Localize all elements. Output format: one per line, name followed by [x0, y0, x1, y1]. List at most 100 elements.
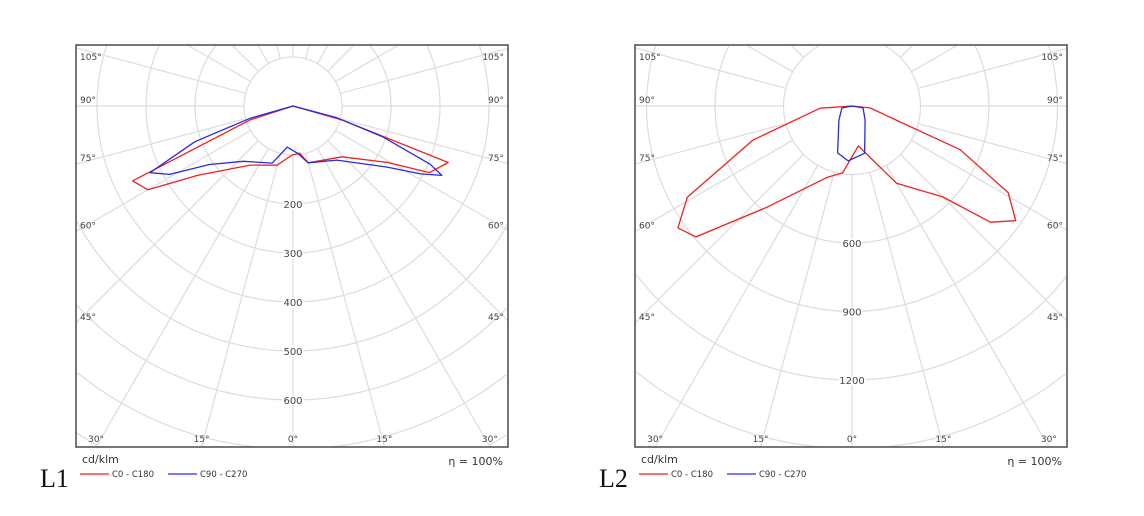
angle-label-left: 45°: [639, 313, 655, 323]
ring-gridline: [635, 274, 853, 381]
legend-label: C90 - C270: [200, 470, 247, 480]
legend-label: C0 - C180: [112, 470, 154, 480]
chart-frame: [75, 44, 509, 448]
ring-label: 300: [283, 249, 302, 260]
series-curve-c0-c180: [132, 105, 449, 191]
radial-gridline: [918, 47, 1068, 89]
radial-gridline: [340, 47, 509, 94]
angle-label-bottom: 15°: [194, 435, 210, 445]
radial-gridline: [910, 44, 959, 73]
ring-gridline: [75, 304, 293, 401]
polar-chart-l2: 600 900 1200 105° 105° 90° 90° 75° 75° 60° 60° 45° 4…: [599, 44, 1068, 493]
unit-label: cd/klm: [641, 453, 678, 466]
radial-gridline: [634, 139, 794, 232]
ring-gridline: [293, 45, 392, 205]
ring-gridline: [852, 45, 990, 244]
angle-label-left: 105°: [639, 53, 661, 63]
radial-gridline: [187, 44, 251, 83]
unit-label: cd/klm: [82, 453, 119, 466]
ring-gridline: [488, 434, 507, 447]
ring-gridline: [636, 371, 820, 448]
ring-gridline: [884, 373, 1066, 448]
ring-label: 900: [842, 307, 861, 318]
legend-label: C90 - C270: [759, 470, 806, 480]
ring-gridline: [331, 373, 507, 448]
radial-gridline: [257, 44, 270, 64]
radial-gridline: [899, 44, 914, 59]
angle-label-right: 90°: [1047, 96, 1063, 106]
radial-gridline: [231, 44, 259, 72]
ring-label: 500: [283, 347, 302, 358]
angle-label-bottom: 15°: [376, 435, 392, 445]
radial-gridline: [654, 164, 819, 448]
radial-gridline: [634, 153, 805, 324]
ring-gridline: [293, 307, 507, 401]
radial-gridline: [327, 140, 509, 322]
panel-label: L1: [40, 464, 69, 493]
ring-gridline: [851, 276, 1067, 381]
ring-gridline: [852, 44, 922, 176]
legend-label: C0 - C180: [671, 470, 713, 480]
radial-gridline: [885, 164, 1050, 448]
angle-label-bottom: 0°: [847, 435, 857, 445]
ring-gridline: [293, 224, 508, 352]
ring-gridline: [293, 44, 441, 254]
angle-label-bottom: 15°: [753, 435, 769, 445]
radial-gridline: [910, 139, 1068, 231]
angle-label-right: 75°: [1047, 154, 1063, 164]
angle-label-right: 105°: [482, 53, 504, 63]
radial-gridline: [276, 44, 281, 59]
radial-gridline: [75, 47, 246, 94]
angle-label-left: 60°: [80, 221, 96, 231]
angle-label-left: 105°: [80, 53, 102, 63]
ring-gridline: [76, 220, 293, 352]
radial-gridline: [316, 44, 329, 64]
radial-gridline: [305, 44, 310, 59]
angle-label-left: 90°: [80, 96, 96, 106]
angle-label-right: 60°: [488, 221, 504, 231]
radial-gridline: [745, 44, 794, 73]
angle-label-bottom: 30°: [1041, 435, 1057, 445]
ring-gridline: [645, 45, 852, 313]
angle-label-right: 45°: [1047, 313, 1063, 323]
polar-chart-l1: 200 300 400 500 600 105° 105° 90° 90° 75° 75° 60° 60…: [40, 44, 509, 493]
ring-label: 600: [283, 396, 302, 407]
radial-gridline: [75, 140, 259, 324]
panel-label: L2: [599, 464, 628, 493]
ring-gridline: [714, 45, 852, 244]
angle-label-bottom: 0°: [288, 435, 298, 445]
radial-gridline: [760, 172, 835, 448]
ring-gridline: [145, 44, 293, 254]
chart-frame: [634, 44, 1068, 448]
radial-gridline: [75, 129, 251, 232]
radial-gridline: [316, 148, 491, 448]
ring-label: 1200: [839, 376, 864, 387]
curves: [132, 105, 449, 191]
radial-gridline: [335, 129, 509, 231]
polar-grid: [75, 44, 509, 448]
radial-gridline: [327, 44, 355, 72]
ring-label: 400: [283, 298, 302, 309]
series-curve-c90-c270: [149, 105, 443, 177]
legend: C0 - C180 C90 - C270: [639, 470, 806, 480]
radial-gridline: [340, 118, 509, 165]
ring-gridline: [76, 432, 98, 447]
radial-gridline: [95, 148, 270, 448]
radial-gridline: [634, 47, 786, 89]
efficiency-label: η = 100%: [448, 455, 503, 468]
ring-label: 200: [283, 200, 302, 211]
angle-label-right: 105°: [1041, 53, 1063, 63]
ring-gridline: [194, 45, 293, 205]
efficiency-label: η = 100%: [1007, 455, 1062, 468]
radial-gridline: [899, 153, 1068, 322]
angle-label-right: 90°: [488, 96, 504, 106]
angle-label-left: 75°: [639, 154, 655, 164]
angle-label-left: 45°: [80, 313, 96, 323]
radial-gridline: [634, 123, 786, 165]
radial-gridline: [75, 118, 246, 165]
angle-label-bottom: 15°: [935, 435, 951, 445]
angle-label-right: 45°: [488, 313, 504, 323]
ring-gridline: [782, 44, 852, 176]
ring-gridline: [243, 56, 343, 156]
polar-grid: [634, 44, 1068, 448]
